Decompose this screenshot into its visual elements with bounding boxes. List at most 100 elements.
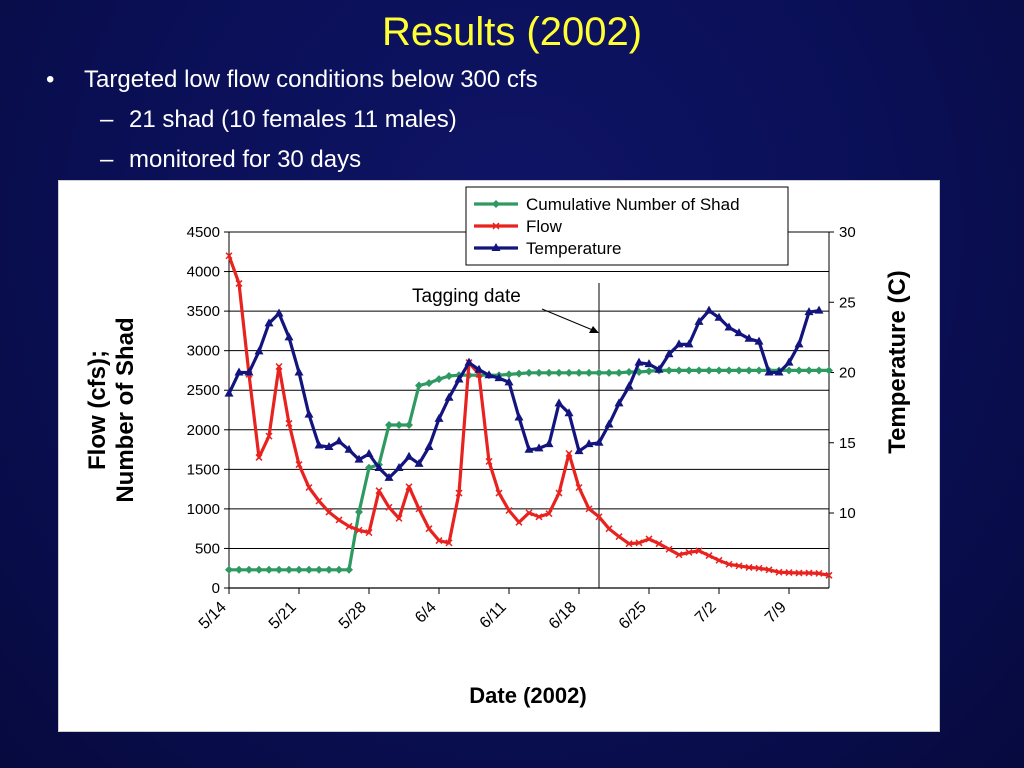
y-left-tick-label: 1500 xyxy=(187,461,220,478)
shad-point xyxy=(825,366,833,375)
shad-point xyxy=(425,379,433,388)
flow-point xyxy=(775,568,783,576)
shad-point xyxy=(415,381,423,390)
flow-point xyxy=(645,535,653,543)
flow-point xyxy=(395,514,403,522)
shad-point xyxy=(435,375,443,384)
temperature-point xyxy=(274,308,284,317)
shad-point xyxy=(255,565,263,574)
x-tick-label: 5/21 xyxy=(266,599,300,633)
flow-point xyxy=(405,483,413,491)
flow-point xyxy=(455,489,463,497)
slide-title: Results (2002) xyxy=(381,10,643,54)
shad-series-line xyxy=(229,368,829,572)
temperature-point xyxy=(474,364,484,373)
flow-point xyxy=(525,509,533,517)
temperature-point xyxy=(304,409,314,418)
temperature-point xyxy=(684,339,694,348)
shad-point xyxy=(625,368,633,377)
shad-point xyxy=(225,565,233,574)
y-left-tick-label: 4000 xyxy=(187,264,220,281)
sub-bullet-item: – 21 shad (10 females 11 males) xyxy=(100,106,457,134)
temperature-point xyxy=(804,307,814,316)
tagging-date-arrowhead xyxy=(589,326,599,333)
temperature-point xyxy=(714,312,724,321)
x-tick-label: 6/4 xyxy=(412,599,440,627)
shad-point xyxy=(325,565,333,574)
shad-point xyxy=(345,565,353,574)
flow-point xyxy=(345,522,353,530)
x-tick-label: 5/28 xyxy=(336,599,370,633)
legend-box xyxy=(465,186,789,266)
bullet-marker: • xyxy=(46,66,55,93)
flow-point xyxy=(755,564,763,572)
flow-point xyxy=(285,419,293,427)
flow-point xyxy=(275,362,283,371)
flow-point xyxy=(355,526,363,534)
flow-point xyxy=(425,525,433,533)
temperature-point xyxy=(634,357,644,366)
y-left-axis-title-line: Flow (cfs); xyxy=(84,350,111,470)
temperature-point xyxy=(724,322,734,331)
flow-point xyxy=(675,551,683,559)
shad-point xyxy=(725,366,733,375)
flow-point xyxy=(445,539,453,547)
x-tick-label: 7/9 xyxy=(762,599,790,627)
shad-point xyxy=(735,366,743,375)
bullet-text: 21 shad (10 females 11 males) xyxy=(129,106,457,133)
shad-point xyxy=(505,370,513,379)
shad-point xyxy=(615,368,623,377)
y-right-tick-label: 30 xyxy=(839,224,856,241)
y-right-tick-label: 15 xyxy=(839,435,856,452)
flow-point xyxy=(785,569,793,577)
flow-point xyxy=(385,503,393,511)
shad-point xyxy=(715,366,723,375)
flow-point xyxy=(225,252,233,260)
shad-point xyxy=(695,366,703,375)
temperature-point xyxy=(784,357,794,366)
shad-point xyxy=(492,200,500,208)
flow-point xyxy=(715,556,723,564)
temperature-point xyxy=(334,436,344,445)
temperature-point xyxy=(414,458,424,467)
flow-point xyxy=(545,510,553,518)
temperature-point xyxy=(224,388,234,397)
flow-point xyxy=(315,497,323,505)
shad-point xyxy=(795,366,803,375)
flow-point xyxy=(665,545,673,553)
temperature-point xyxy=(454,374,464,383)
temperature-series-line xyxy=(227,309,820,480)
temperature-point xyxy=(564,408,574,417)
flow-point xyxy=(585,505,593,513)
temperature-point xyxy=(794,339,804,348)
y-left-tick-label: 4500 xyxy=(187,224,220,241)
temperature-point xyxy=(814,305,824,314)
shad-point xyxy=(555,368,563,377)
temperature-point xyxy=(434,413,444,422)
temperature-point xyxy=(234,367,244,376)
flow-point xyxy=(415,505,423,513)
x-tick-label: 6/25 xyxy=(616,599,650,633)
bullet-marker: – xyxy=(100,146,114,173)
temperature-point xyxy=(354,454,364,463)
flow-point xyxy=(725,560,733,568)
temperature-point xyxy=(594,437,604,446)
temperature-point xyxy=(284,332,294,341)
temperature-point xyxy=(744,333,754,342)
temperature-point xyxy=(554,398,564,407)
temperature-point xyxy=(394,463,404,472)
flow-point xyxy=(735,562,743,570)
flow-point xyxy=(535,513,543,521)
flow-point xyxy=(685,548,693,556)
flow-point xyxy=(625,540,633,548)
shad-point xyxy=(525,368,533,377)
flow-point xyxy=(485,457,493,465)
shad-point xyxy=(545,368,553,377)
shad-point xyxy=(685,366,693,375)
y-left-tick-label: 3500 xyxy=(187,303,220,320)
shad-point xyxy=(755,366,763,375)
temperature-point xyxy=(704,305,714,314)
temperature-point xyxy=(254,346,264,355)
temperature-point xyxy=(574,446,584,455)
x-axis-title: Date (2002) xyxy=(469,683,586,708)
